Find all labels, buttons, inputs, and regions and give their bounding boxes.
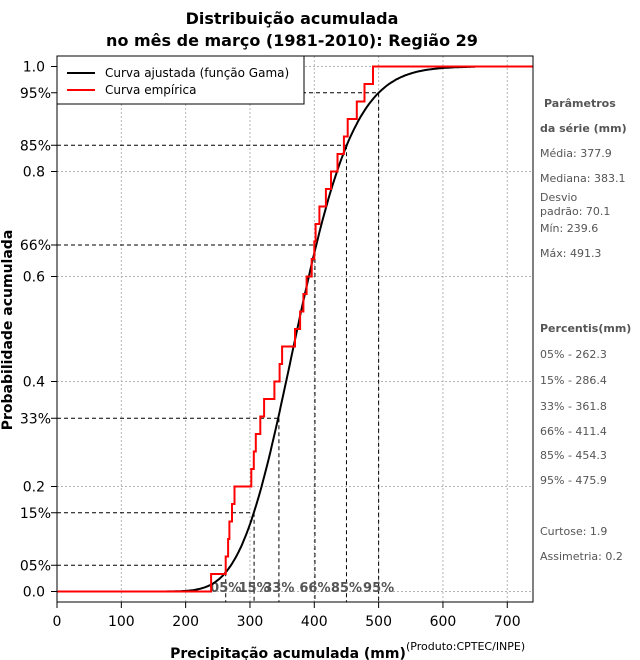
x-axis-title: Precipitação acumulada (mm)	[170, 646, 406, 660]
percentile-x-label: 33%	[263, 581, 294, 596]
legend-box	[56, 55, 305, 105]
percentile-reference-lines: 05%15%33% 66% 85% 95%	[57, 92, 394, 602]
side-panel: Parâmetros da série (mm) Média: 377.9 Me…	[540, 97, 631, 563]
stat-min: Mín: 239.6	[540, 222, 598, 235]
y-tick-label: 1.0	[23, 60, 45, 76]
percentile-y-label: 85%	[20, 138, 51, 154]
y-axis-title: Probabilidade acumulada	[0, 230, 16, 431]
percentile-x-label: 85%	[331, 581, 362, 596]
stat-assimetria: Assimetria: 0.2	[540, 550, 623, 563]
x-tick-label: 100	[108, 614, 135, 630]
x-tick-label: 600	[430, 614, 457, 630]
x-tick-label: 400	[301, 614, 328, 630]
percentil-66: 66% - 411.4	[540, 425, 607, 438]
y-tick-label: 0.0	[23, 585, 45, 601]
percentile-y-label: 15%	[20, 506, 51, 522]
percentil-85: 85% - 454.3	[540, 449, 607, 462]
fitted-gamma-curve	[57, 65, 476, 593]
x-tick-label: 700	[494, 614, 521, 630]
percentile-y-label: 33%	[20, 411, 51, 427]
axes: 0.0 0.2 0.4 0.6 0.8 1.0 0 100 200 300 400 500 600 700…	[20, 60, 521, 631]
legend-empirical-label: Curva empírica	[105, 83, 196, 97]
stat-desvio-line1: Desvio	[540, 191, 578, 204]
stat-max: Máx: 491.3	[540, 247, 601, 260]
percentile-y-label: 66%	[20, 238, 51, 254]
x-tick-label: 200	[172, 614, 199, 630]
percentile-x-label: 66%	[299, 581, 330, 596]
params-title-line2: da série (mm)	[540, 122, 627, 135]
chart-title-line1: Distribuição acumulada	[186, 9, 399, 28]
percentile-x-label: 05%	[210, 581, 241, 596]
stat-media: Média: 377.9	[540, 147, 612, 160]
percentile-x-label: 15%	[239, 581, 270, 596]
y-tick-label: 0.4	[23, 375, 45, 391]
legend-fitted-label: Curva ajustada (função Gama)	[105, 66, 289, 80]
x-tick-label: 0	[53, 614, 62, 630]
percentile-y-label: 95%	[20, 86, 51, 102]
percentil-33: 33% - 361.8	[540, 400, 607, 413]
params-title-line1: Parâmetros	[544, 97, 616, 110]
stat-mediana: Mediana: 383.1	[540, 172, 625, 185]
y-tick-label: 0.8	[23, 165, 45, 181]
legend: Curva ajustada (função Gama) Curva empír…	[56, 55, 305, 105]
empirical-step-curve	[57, 65, 533, 593]
percentil-95: 95% - 475.9	[540, 474, 607, 487]
x-tick-label: 500	[365, 614, 392, 630]
y-tick-label: 0.2	[23, 480, 45, 496]
y-tick-label: 0.6	[23, 270, 45, 286]
percentil-05: 05% - 262.3	[540, 348, 607, 361]
percentile-x-label: 95%	[363, 581, 394, 596]
stat-curtose: Curtose: 1.9	[540, 525, 607, 538]
percentil-15: 15% - 286.4	[540, 374, 607, 387]
percentile-y-label: 05%	[20, 558, 51, 574]
stat-desvio-line2: padrão: 70.1	[540, 205, 610, 218]
percentis-title: Percentis(mm)	[540, 322, 631, 335]
credit-label: (Produto:CPTEC/INPE)	[406, 640, 525, 653]
x-tick-label: 300	[237, 614, 264, 630]
curves	[57, 65, 533, 593]
chart-title-line2: no mês de março (1981-2010): Região 29	[106, 31, 478, 50]
